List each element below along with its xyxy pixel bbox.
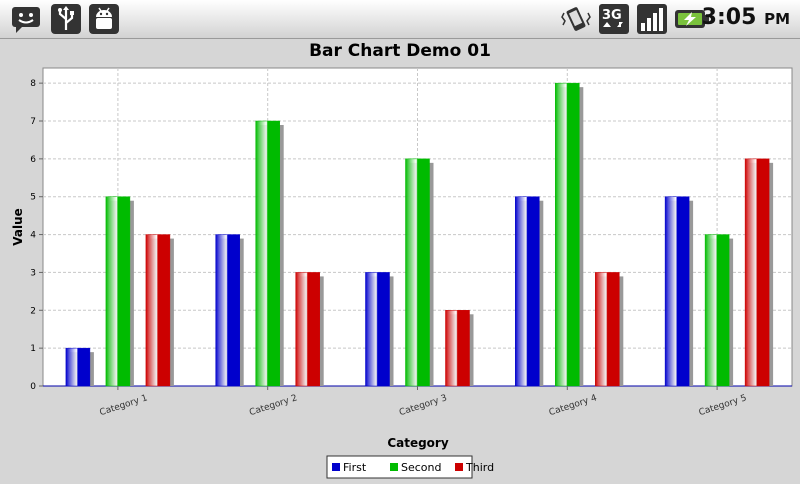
bar-third-2 (295, 272, 320, 387)
legend-swatch-third (455, 463, 463, 471)
y-tick-label: 6 (30, 155, 36, 165)
y-tick-label: 7 (30, 117, 36, 127)
x-axis-ticks: Category 1 Category 2 Category 3 Category 4… (98, 386, 748, 418)
bar-second-2 (255, 120, 280, 387)
bar-third-1 (145, 234, 171, 387)
legend-swatch-first (332, 463, 340, 471)
bar-second-3 (405, 158, 430, 387)
clock-time: 3:05 (701, 5, 757, 30)
bar-second-4 (555, 82, 580, 387)
usb-icon[interactable] (50, 3, 82, 35)
bar-first-4 (515, 196, 540, 387)
x-tick-label: Category 1 (98, 393, 148, 418)
y-tick-label: 3 (30, 268, 36, 278)
y-tick-label: 2 (30, 306, 36, 316)
android-debug-icon[interactable] (88, 3, 120, 35)
bar-third-3 (445, 310, 470, 387)
chat-notification-icon[interactable] (10, 3, 42, 35)
signal-strength-icon (637, 4, 667, 34)
legend-swatch-second (390, 463, 398, 471)
bar-first-3 (365, 272, 390, 387)
legend-box (326, 455, 473, 479)
chart-title: Bar Chart Demo 01 (309, 41, 491, 61)
x-tick-label: Category 2 (248, 393, 298, 418)
clock-ampm: PM (764, 10, 790, 28)
x-tick-label: Category 4 (548, 393, 599, 418)
legend: First Second Third (326, 455, 494, 479)
y-tick-label: 8 (30, 79, 36, 89)
3g-data-icon: 3G (599, 4, 629, 34)
y-tick-label: 4 (30, 231, 36, 241)
vibrate-icon (561, 7, 591, 31)
clock: 3:05 PM (702, 5, 790, 30)
svg-text:3G: 3G (602, 8, 622, 23)
legend-label-first: First (343, 461, 367, 474)
status-bar: 3G 3:05 PM (0, 0, 800, 39)
y-tick-label: 0 (30, 382, 36, 392)
battery-charging-icon (675, 10, 709, 28)
legend-label-second: Second (401, 461, 441, 474)
x-axis-label: Category (387, 436, 449, 450)
bar-third-5 (744, 158, 770, 387)
y-tick-label: 1 (30, 344, 36, 354)
bar-first-1 (65, 347, 91, 387)
bars (65, 82, 774, 387)
y-axis-ticks: 0 1 2 3 4 5 6 7 8 (30, 79, 43, 392)
legend-label-third: Third (465, 461, 494, 474)
bar-second-5 (704, 234, 730, 387)
bar-second-1 (105, 196, 131, 387)
x-tick-label: Category 3 (398, 393, 448, 418)
y-tick-label: 5 (30, 193, 36, 203)
bar-first-5 (664, 196, 690, 387)
bar-third-4 (595, 272, 620, 387)
x-tick-label: Category 5 (698, 393, 748, 418)
y-axis-label: Value (11, 208, 25, 246)
bar-first-2 (215, 234, 240, 387)
